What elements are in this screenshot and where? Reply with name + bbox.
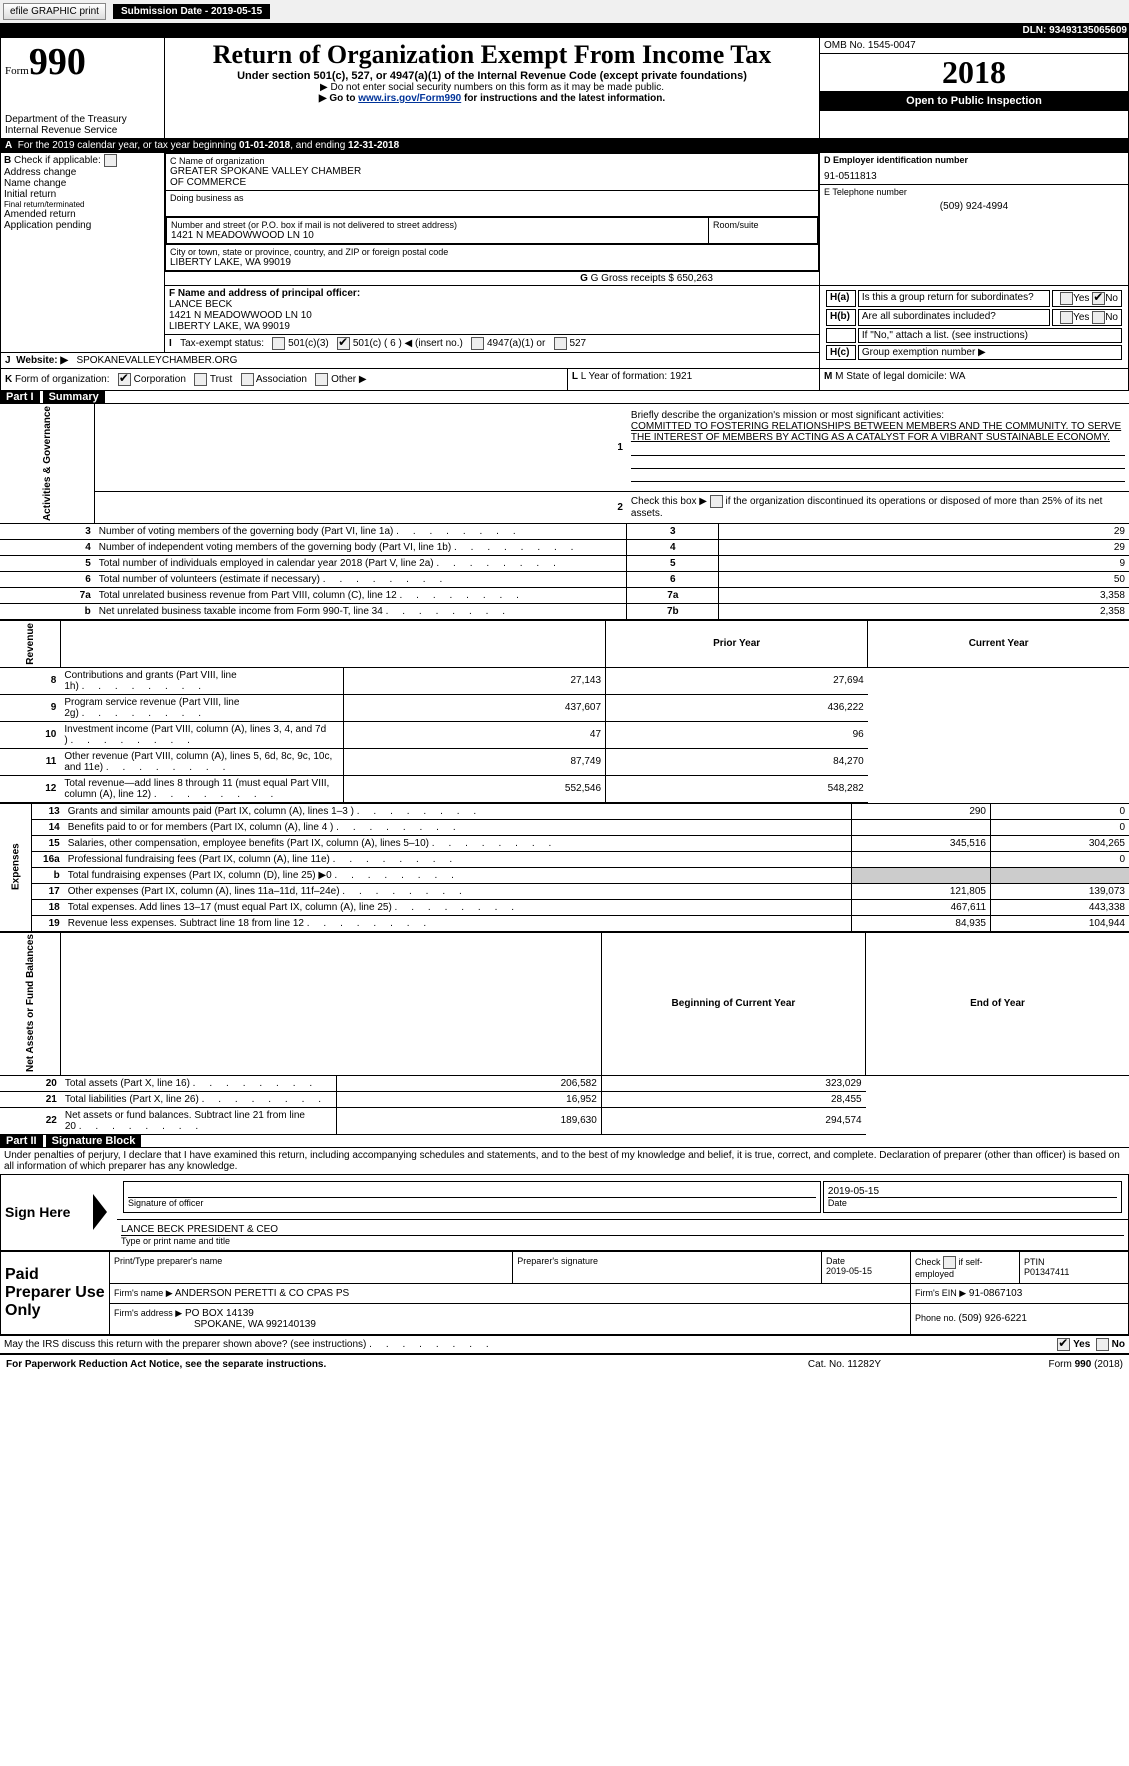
hb-label: Are all subordinates included? xyxy=(858,309,1050,326)
form-footer: Form 990 (2018) xyxy=(939,1357,1127,1372)
net-label: Net Assets or Fund Balances xyxy=(0,932,61,1075)
part2-header: Part II Signature Block xyxy=(0,1135,1129,1147)
check-name: Name change xyxy=(4,178,161,189)
top-bar: efile GRAPHIC print Submission Date - 20… xyxy=(0,0,1129,23)
ha-label: Is this a group return for subordinates? xyxy=(858,290,1050,307)
begin-year-header: Beginning of Current Year xyxy=(601,932,865,1075)
dba-label: Doing business as xyxy=(170,193,814,203)
form-table: DLN: 93493135065609 Form990 Department o… xyxy=(0,23,1129,391)
submission-date: Submission Date - 2019-05-15 xyxy=(113,4,270,19)
firm-name: ANDERSON PERETTI & CO CPAS PS xyxy=(175,1288,349,1299)
efile-button[interactable]: efile GRAPHIC print xyxy=(3,3,106,20)
current-year-header: Current Year xyxy=(868,621,1129,668)
box-e-label: E Telephone number xyxy=(824,187,1124,197)
prep-date: 2019-05-15 xyxy=(826,1266,906,1276)
check-initial: Initial return xyxy=(4,189,161,200)
firm-phone: (509) 926-6221 xyxy=(959,1313,1027,1324)
net-table: Net Assets or Fund Balances Beginning of… xyxy=(0,932,1129,1135)
sign-here-block: Sign Here Signature of officer 2019-05-1… xyxy=(0,1174,1129,1251)
phone: (509) 924-4994 xyxy=(824,197,1124,212)
ptin: P01347411 xyxy=(1024,1267,1124,1277)
ptin-label: PTIN xyxy=(1024,1257,1124,1267)
check-pending: Application pending xyxy=(4,220,161,231)
ein: 91-0511813 xyxy=(824,165,1124,182)
check-address: Address change xyxy=(4,167,161,178)
omb-number: OMB No. 1545-0047 xyxy=(820,38,1128,54)
sig-date: 2019-05-15 xyxy=(828,1186,1117,1198)
form-subtitle: Under section 501(c), 527, or 4947(a)(1)… xyxy=(169,70,815,82)
box-m: M M State of legal domicile: WA xyxy=(820,369,1129,391)
arrow-icon xyxy=(93,1194,107,1230)
part1-table: Activities & Governance 1 Briefly descri… xyxy=(0,403,1129,620)
box-f-label: F Name and address of principal officer: xyxy=(169,288,815,299)
mission-text: COMMITTED TO FOSTERING RELATIONSHIPS BET… xyxy=(631,421,1121,443)
org-city: LIBERTY LAKE, WA 99019 xyxy=(170,257,814,268)
officer-addr1: 1421 N MEADOWWOOD LN 10 xyxy=(169,310,815,321)
form-990-label: Form990 xyxy=(5,40,160,84)
revenue-table: Revenue Prior Year Current Year 8Contrib… xyxy=(0,620,1129,803)
officer-addr2: LIBERTY LAKE, WA 99019 xyxy=(169,321,815,332)
box-d-label: D Employer identification number xyxy=(824,155,1124,165)
ssn-warning: ▶ Do not enter social security numbers o… xyxy=(169,82,815,93)
irs-label: Internal Revenue Service xyxy=(5,125,160,136)
box-j: J Website: ▶ SPOKANEVALLEYCHAMBER.ORG xyxy=(1,353,820,369)
self-employed: Check if self-employed xyxy=(911,1251,1020,1283)
pra-notice: For Paperwork Reduction Act Notice, see … xyxy=(6,1359,326,1370)
room-label: Room/suite xyxy=(709,218,818,244)
goto-line: ▶ Go to www.irs.gov/Form990 for instruct… xyxy=(169,93,815,104)
date-label: Date xyxy=(828,1198,1117,1208)
officer-name: LANCE BECK xyxy=(169,299,815,310)
firm-addr-label: Firm's address ▶ xyxy=(114,1308,182,1318)
check-amended: Amended return xyxy=(4,209,161,220)
firm-ein: 91-0867103 xyxy=(969,1288,1022,1299)
box-c-label: C Name of organization xyxy=(170,156,814,166)
dept-treasury: Department of the Treasury xyxy=(5,114,160,125)
form-title: Return of Organization Exempt From Incom… xyxy=(169,40,815,70)
firm-ein-label: Firm's EIN ▶ xyxy=(915,1288,966,1298)
sign-here-label: Sign Here xyxy=(1,1174,90,1250)
line1-label: Briefly describe the organization's miss… xyxy=(631,410,944,421)
declaration: Under penalties of perjury, I declare th… xyxy=(0,1147,1129,1174)
rev-label: Revenue xyxy=(0,621,60,668)
prep-sig-label: Preparer's signature xyxy=(513,1251,822,1283)
cat-no: Cat. No. 11282Y xyxy=(752,1357,937,1372)
box-l: L L Year of formation: 1921 xyxy=(567,369,819,391)
paid-label: Paid Preparer Use Only xyxy=(1,1251,110,1334)
expense-table: Expenses13Grants and similar amounts pai… xyxy=(0,803,1129,932)
sig-label: Signature of officer xyxy=(128,1198,816,1208)
org-name-1: GREATER SPOKANE VALLEY CHAMBER xyxy=(170,166,814,177)
firm-addr1: PO BOX 14139 xyxy=(185,1308,254,1319)
tax-year: 2018 xyxy=(820,54,1128,91)
firm-addr2: SPOKANE, WA 992140139 xyxy=(114,1319,316,1330)
open-public-badge: Open to Public Inspection xyxy=(820,91,1128,111)
box-g: G G Gross receipts $ 650,263 xyxy=(165,272,1129,286)
line2: Check this box ▶ if the organization dis… xyxy=(627,491,1129,523)
firm-name-label: Firm's name ▶ xyxy=(114,1288,173,1298)
dln: DLN: 93493135065609 xyxy=(1,24,1129,38)
gov-label: Activities & Governance xyxy=(0,404,95,524)
paid-preparer-block: Paid Preparer Use Only Print/Type prepar… xyxy=(0,1251,1129,1335)
box-k: K Form of organization: Corporation Trus… xyxy=(1,369,568,391)
firm-phone-label: Phone no. xyxy=(915,1313,959,1323)
org-name-2: OF COMMERCE xyxy=(170,177,814,188)
box-b: B Check if applicable: xyxy=(4,154,161,167)
discuss-answer: Yes No xyxy=(971,1335,1129,1354)
prep-name-label: Print/Type preparer's name xyxy=(110,1251,513,1283)
prep-date-label: Date xyxy=(826,1256,906,1266)
discuss-question: May the IRS discuss this return with the… xyxy=(0,1335,971,1354)
line-a: A For the 2019 calendar year, or tax yea… xyxy=(1,139,1129,153)
end-year-header: End of Year xyxy=(866,932,1129,1075)
part1-header: Part I Summary xyxy=(0,391,1129,403)
officer-print-name: LANCE BECK PRESIDENT & CEO xyxy=(121,1224,1124,1236)
check-final: Final return/terminated xyxy=(4,200,161,209)
addr-label: Number and street (or P.O. box if mail i… xyxy=(171,220,704,230)
prior-year-header: Prior Year xyxy=(606,621,868,668)
city-label: City or town, state or province, country… xyxy=(170,247,814,257)
org-address: 1421 N MEADOWWOOD LN 10 xyxy=(171,230,704,241)
irs-link[interactable]: www.irs.gov/Form990 xyxy=(358,93,461,104)
print-name-label: Type or print name and title xyxy=(121,1236,1124,1246)
